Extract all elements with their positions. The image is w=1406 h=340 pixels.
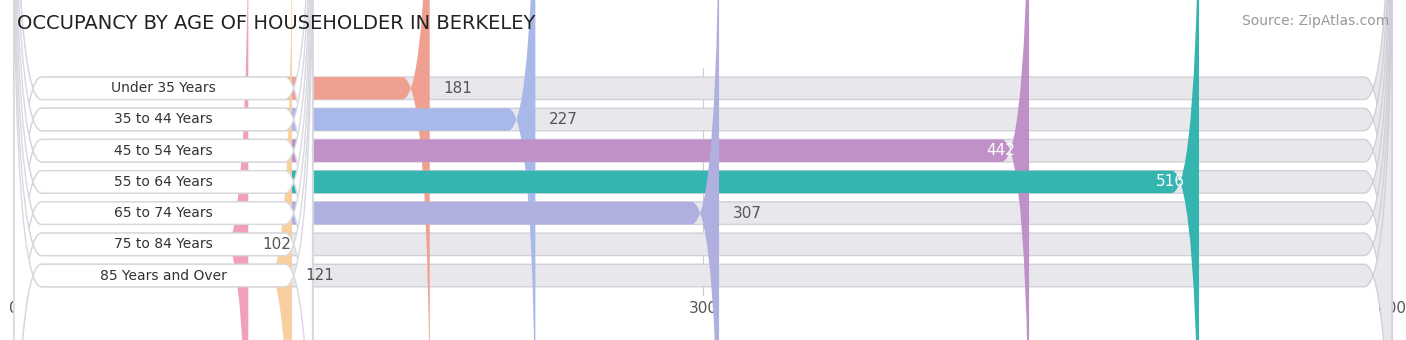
FancyBboxPatch shape (14, 0, 312, 340)
FancyBboxPatch shape (14, 0, 1392, 340)
Text: 227: 227 (550, 112, 578, 127)
Text: 75 to 84 Years: 75 to 84 Years (114, 237, 212, 251)
FancyBboxPatch shape (14, 0, 1029, 340)
FancyBboxPatch shape (14, 0, 1392, 340)
FancyBboxPatch shape (14, 0, 249, 340)
Text: 85 Years and Over: 85 Years and Over (100, 269, 226, 283)
FancyBboxPatch shape (14, 0, 1392, 340)
FancyBboxPatch shape (14, 0, 1392, 340)
Text: 516: 516 (1156, 174, 1185, 189)
FancyBboxPatch shape (14, 0, 718, 340)
Text: 442: 442 (987, 143, 1015, 158)
FancyBboxPatch shape (14, 0, 312, 340)
FancyBboxPatch shape (14, 0, 292, 340)
FancyBboxPatch shape (14, 0, 1199, 340)
FancyBboxPatch shape (14, 0, 312, 340)
Text: Source: ZipAtlas.com: Source: ZipAtlas.com (1241, 14, 1389, 28)
Text: OCCUPANCY BY AGE OF HOUSEHOLDER IN BERKELEY: OCCUPANCY BY AGE OF HOUSEHOLDER IN BERKE… (17, 14, 536, 33)
FancyBboxPatch shape (14, 0, 1392, 340)
Text: 121: 121 (305, 268, 335, 283)
Text: 65 to 74 Years: 65 to 74 Years (114, 206, 212, 220)
Text: 55 to 64 Years: 55 to 64 Years (114, 175, 212, 189)
FancyBboxPatch shape (14, 0, 312, 340)
Text: 45 to 54 Years: 45 to 54 Years (114, 144, 212, 158)
FancyBboxPatch shape (14, 0, 430, 340)
FancyBboxPatch shape (14, 0, 536, 340)
Text: Under 35 Years: Under 35 Years (111, 81, 215, 95)
Text: 35 to 44 Years: 35 to 44 Years (114, 113, 212, 126)
FancyBboxPatch shape (14, 0, 312, 340)
FancyBboxPatch shape (14, 0, 312, 340)
Text: 307: 307 (733, 206, 762, 221)
FancyBboxPatch shape (14, 0, 1392, 340)
FancyBboxPatch shape (14, 0, 312, 340)
Text: 102: 102 (262, 237, 291, 252)
FancyBboxPatch shape (14, 0, 1392, 340)
Text: 181: 181 (443, 81, 472, 96)
